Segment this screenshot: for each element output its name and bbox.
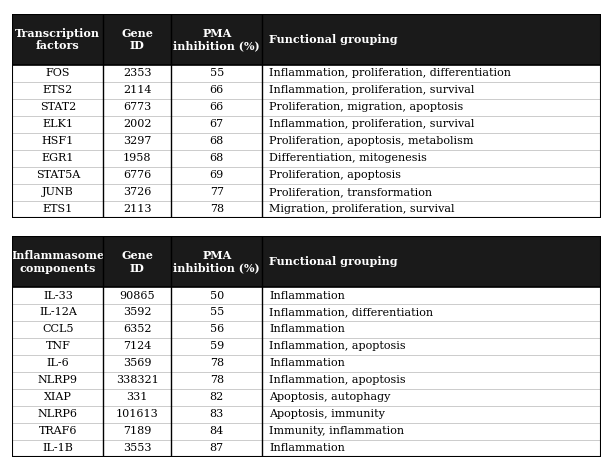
Text: NLRP6: NLRP6 xyxy=(38,409,78,419)
Text: ETS2: ETS2 xyxy=(43,85,73,96)
Text: 66: 66 xyxy=(210,85,224,96)
Text: 3569: 3569 xyxy=(123,358,151,369)
Text: 7189: 7189 xyxy=(123,426,151,436)
Text: Migration, proliferation, survival: Migration, proliferation, survival xyxy=(270,204,455,214)
Text: TNF: TNF xyxy=(45,342,70,351)
Text: PMA
inhibition (%): PMA inhibition (%) xyxy=(173,250,260,274)
Text: Inflammasome
components: Inflammasome components xyxy=(11,250,104,274)
Text: Inflammation, proliferation, differentiation: Inflammation, proliferation, differentia… xyxy=(270,69,511,78)
Text: JUNB: JUNB xyxy=(42,187,74,197)
Text: Apoptosis, immunity: Apoptosis, immunity xyxy=(270,409,386,419)
Text: IL-12A: IL-12A xyxy=(39,308,77,317)
Bar xyxy=(12,14,601,65)
Text: 6352: 6352 xyxy=(123,324,151,335)
Text: 101613: 101613 xyxy=(116,409,159,419)
Text: Apoptosis, autophagy: Apoptosis, autophagy xyxy=(270,392,391,402)
Text: IL-6: IL-6 xyxy=(47,358,69,369)
Text: 331: 331 xyxy=(127,392,148,402)
Text: 77: 77 xyxy=(210,187,224,197)
Text: Inflammation: Inflammation xyxy=(270,358,345,369)
Text: Inflammation, apoptosis: Inflammation, apoptosis xyxy=(270,342,406,351)
Text: 68: 68 xyxy=(210,153,224,163)
Text: Functional grouping: Functional grouping xyxy=(270,256,398,267)
Text: 3592: 3592 xyxy=(123,308,151,317)
Text: 3726: 3726 xyxy=(123,187,151,197)
Text: 7124: 7124 xyxy=(123,342,151,351)
Text: STAT2: STAT2 xyxy=(40,102,76,112)
Text: 82: 82 xyxy=(210,392,224,402)
Text: ETS1: ETS1 xyxy=(43,204,73,214)
Text: 78: 78 xyxy=(210,375,224,385)
Text: Inflammation: Inflammation xyxy=(270,290,345,301)
Text: HSF1: HSF1 xyxy=(42,136,74,146)
Text: 78: 78 xyxy=(210,204,224,214)
Text: 6776: 6776 xyxy=(123,170,151,180)
Text: 69: 69 xyxy=(210,170,224,180)
Text: Inflammation: Inflammation xyxy=(270,324,345,335)
Text: 68: 68 xyxy=(210,136,224,146)
Text: 84: 84 xyxy=(210,426,224,436)
Text: 55: 55 xyxy=(210,69,224,78)
Text: EGR1: EGR1 xyxy=(42,153,74,163)
Text: 66: 66 xyxy=(210,102,224,112)
Text: 2002: 2002 xyxy=(123,119,151,129)
Text: 56: 56 xyxy=(210,324,224,335)
Text: 3297: 3297 xyxy=(123,136,151,146)
Text: TRAF6: TRAF6 xyxy=(39,426,77,436)
Text: CCL5: CCL5 xyxy=(42,324,74,335)
Text: 55: 55 xyxy=(210,308,224,317)
Text: Proliferation, apoptosis: Proliferation, apoptosis xyxy=(270,170,402,180)
Text: 67: 67 xyxy=(210,119,224,129)
Text: 83: 83 xyxy=(210,409,224,419)
Text: Gene
ID: Gene ID xyxy=(121,27,153,51)
Text: PMA
inhibition (%): PMA inhibition (%) xyxy=(173,27,260,51)
Text: Gene
ID: Gene ID xyxy=(121,250,153,274)
Text: 78: 78 xyxy=(210,358,224,369)
Text: ELK1: ELK1 xyxy=(42,119,74,129)
Text: Transcription
factors: Transcription factors xyxy=(15,27,101,51)
Text: XIAP: XIAP xyxy=(44,392,72,402)
Text: 2113: 2113 xyxy=(123,204,151,214)
Text: Inflammation, apoptosis: Inflammation, apoptosis xyxy=(270,375,406,385)
Text: FOS: FOS xyxy=(45,69,70,78)
Text: IL-33: IL-33 xyxy=(43,290,73,301)
Text: Inflammation, differentiation: Inflammation, differentiation xyxy=(270,308,433,317)
Text: Proliferation, migration, apoptosis: Proliferation, migration, apoptosis xyxy=(270,102,463,112)
Text: Inflammation, proliferation, survival: Inflammation, proliferation, survival xyxy=(270,85,475,96)
Text: Immunity, inflammation: Immunity, inflammation xyxy=(270,426,405,436)
Text: Inflammation, proliferation, survival: Inflammation, proliferation, survival xyxy=(270,119,475,129)
Text: STAT5A: STAT5A xyxy=(36,170,80,180)
Text: 90865: 90865 xyxy=(120,290,155,301)
Text: 338321: 338321 xyxy=(116,375,159,385)
Text: 1958: 1958 xyxy=(123,153,151,163)
Text: 6773: 6773 xyxy=(123,102,151,112)
Text: 50: 50 xyxy=(210,290,224,301)
Text: Functional grouping: Functional grouping xyxy=(270,34,398,45)
Text: 87: 87 xyxy=(210,443,224,453)
Text: Inflammation: Inflammation xyxy=(270,443,345,453)
Text: Proliferation, transformation: Proliferation, transformation xyxy=(270,187,433,197)
Text: 2353: 2353 xyxy=(123,69,151,78)
Text: IL-1B: IL-1B xyxy=(42,443,74,453)
Text: NLRP9: NLRP9 xyxy=(38,375,78,385)
Bar xyxy=(12,236,601,287)
Text: 2114: 2114 xyxy=(123,85,151,96)
Text: 59: 59 xyxy=(210,342,224,351)
Text: Proliferation, apoptosis, metabolism: Proliferation, apoptosis, metabolism xyxy=(270,136,474,146)
Text: Differentiation, mitogenesis: Differentiation, mitogenesis xyxy=(270,153,427,163)
Text: 3553: 3553 xyxy=(123,443,151,453)
